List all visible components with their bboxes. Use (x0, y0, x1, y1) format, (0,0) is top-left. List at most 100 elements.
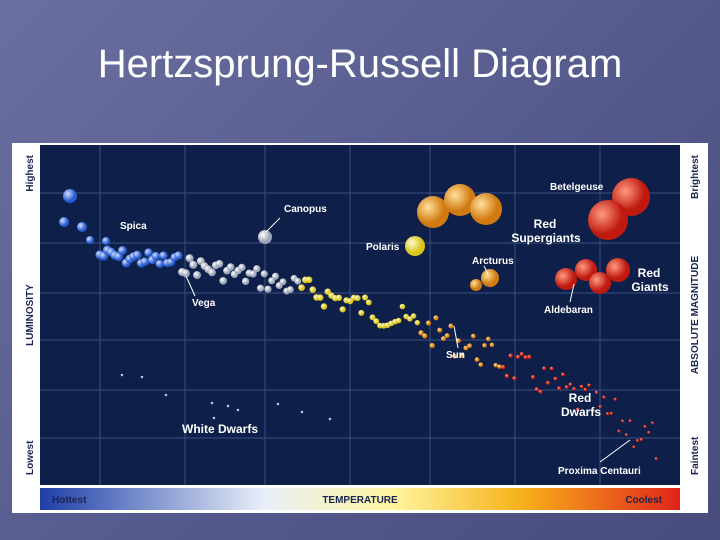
star (632, 445, 636, 449)
star (564, 385, 569, 389)
star (276, 402, 280, 406)
star (59, 217, 69, 227)
star (264, 285, 272, 293)
star (433, 315, 439, 321)
axis-label: Lowest (25, 440, 36, 475)
star (437, 327, 443, 333)
star (613, 397, 617, 401)
star (335, 294, 343, 301)
star (639, 438, 643, 442)
star (238, 263, 246, 272)
star (497, 364, 502, 369)
star (256, 284, 265, 292)
star (362, 294, 369, 301)
star (516, 354, 521, 360)
axis-title: ABSOLUTE MAGNITUDE (690, 256, 701, 375)
star (155, 259, 164, 269)
star (365, 299, 372, 306)
axis-title: LUMINOSITY (25, 284, 36, 346)
star (628, 419, 632, 423)
star (493, 362, 498, 368)
star (226, 263, 235, 271)
star (553, 376, 558, 381)
axis-label: Hottest (52, 495, 87, 506)
star (151, 251, 161, 261)
star (587, 383, 591, 387)
star (271, 272, 279, 280)
star (557, 386, 562, 391)
star-label: Arcturus (472, 256, 514, 267)
grid (40, 145, 680, 485)
star (482, 343, 487, 348)
star (470, 333, 476, 339)
star (249, 270, 257, 278)
star (555, 268, 577, 290)
star (591, 409, 595, 413)
region-label: Red Giants (631, 266, 669, 294)
star (429, 342, 435, 349)
axis-label: Faintest (690, 436, 701, 475)
slide-title: Hertzsprung-Russell Diagram (97, 42, 623, 86)
star (118, 246, 127, 255)
star (253, 265, 261, 273)
star (474, 357, 480, 362)
star (300, 410, 304, 414)
star (519, 351, 524, 357)
star (481, 269, 499, 287)
star (418, 330, 424, 336)
star (185, 254, 194, 263)
star (77, 222, 87, 232)
star (527, 354, 532, 359)
star (440, 336, 447, 342)
star (561, 372, 565, 377)
star (102, 237, 110, 245)
star (317, 294, 324, 301)
stars (59, 178, 658, 461)
star (489, 342, 495, 348)
star (647, 430, 651, 434)
star (159, 251, 168, 260)
star (181, 269, 190, 278)
star (140, 375, 144, 379)
star (373, 318, 380, 325)
star (294, 277, 302, 285)
star (504, 373, 510, 379)
star (219, 277, 227, 285)
star (399, 303, 406, 310)
star-label: Canopus (284, 204, 327, 215)
star (174, 251, 183, 260)
star (546, 380, 550, 385)
pointers (185, 217, 631, 463)
star (452, 353, 458, 359)
star (579, 384, 584, 389)
star (624, 433, 628, 437)
star (405, 236, 425, 256)
star (583, 387, 588, 392)
star (534, 387, 539, 392)
star (260, 270, 268, 278)
star (189, 260, 198, 269)
star (208, 268, 216, 277)
star (459, 353, 465, 358)
star (417, 196, 449, 228)
star (339, 306, 346, 313)
star (485, 336, 491, 342)
star (654, 457, 658, 461)
star (120, 373, 124, 377)
star (602, 395, 606, 399)
star (542, 366, 547, 371)
axis-label: Brightest (690, 154, 701, 199)
star (369, 314, 376, 321)
star (470, 279, 482, 291)
star (463, 345, 469, 351)
star (609, 411, 614, 415)
star (606, 412, 610, 416)
star (444, 333, 450, 339)
star (354, 295, 361, 302)
star (215, 259, 224, 268)
star (549, 366, 554, 371)
region-label: Red Dwarfs (561, 391, 601, 419)
star (320, 303, 328, 310)
